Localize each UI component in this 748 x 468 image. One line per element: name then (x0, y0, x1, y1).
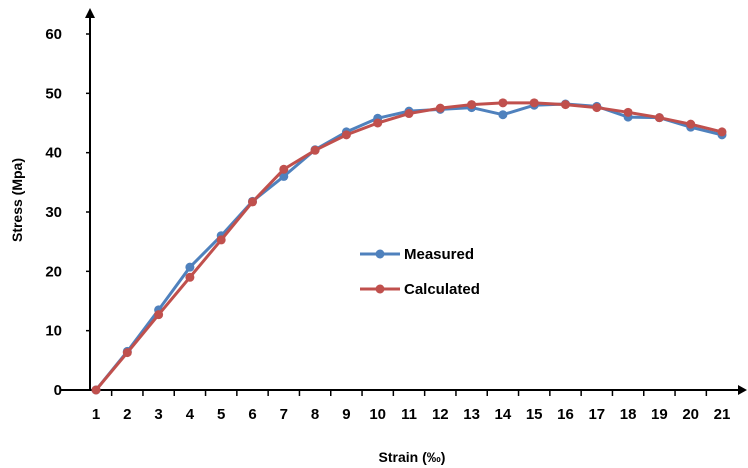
legend-marker-calculated (375, 284, 385, 294)
y-tick-label: 20 (45, 263, 62, 280)
data-point-calculated (435, 103, 445, 113)
data-point-calculated (341, 130, 351, 140)
data-point-calculated (216, 235, 226, 245)
data-point-calculated (717, 127, 727, 137)
x-axis-arrow (738, 385, 747, 395)
data-point-calculated (310, 145, 320, 155)
series-layer (91, 98, 727, 395)
data-point-calculated (373, 118, 383, 128)
data-point-calculated (654, 113, 664, 123)
data-point-calculated (404, 109, 414, 119)
y-tick-label: 50 (45, 85, 62, 102)
y-tick-label: 10 (45, 323, 62, 340)
y-tick-label: 0 (54, 382, 62, 399)
x-tick-label: 5 (217, 406, 225, 423)
x-tick-label: 12 (432, 406, 449, 423)
x-tick-label: 19 (651, 406, 668, 423)
x-tick-label: 2 (123, 406, 131, 423)
x-tick-label: 17 (588, 406, 605, 423)
x-tick-label: 9 (342, 406, 350, 423)
legend-label-measured: Measured (404, 246, 474, 263)
data-point-calculated (686, 119, 696, 129)
data-point-calculated (91, 385, 101, 395)
data-point-calculated (248, 197, 257, 207)
x-tick-label: 18 (620, 406, 637, 423)
x-tick-label: 21 (714, 406, 731, 423)
y-ticks: 0 10 20 30 40 50 60 (45, 26, 90, 399)
data-point-calculated (623, 107, 633, 117)
y-axis-title: Stress (Mpa) (9, 158, 25, 242)
x-tick-label: 13 (463, 406, 480, 423)
y-tick-label: 40 (45, 145, 62, 162)
data-point-calculated (279, 164, 289, 174)
x-tick-label: 6 (248, 406, 256, 423)
x-ticks: 1 2 3 4 5 6 7 8 9 10 11 12 13 14 15 16 17 18 19 20 21 (92, 390, 731, 423)
x-tick-label: 4 (186, 406, 195, 423)
axes (60, 8, 747, 395)
legend: Measured Calculated (360, 246, 480, 298)
y-tick-label: 60 (45, 26, 62, 43)
x-tick-label: 14 (495, 406, 512, 423)
x-tick-label: 10 (369, 406, 386, 423)
data-point-calculated (122, 348, 132, 358)
y-tick-label: 30 (45, 204, 62, 221)
x-axis-title: Strain (‰) (379, 449, 446, 465)
data-point-calculated (154, 310, 164, 320)
data-point-calculated (467, 100, 477, 110)
y-axis-arrow (85, 8, 95, 18)
data-point-calculated (498, 98, 508, 108)
data-point-calculated (185, 272, 195, 282)
x-tick-label: 16 (557, 406, 574, 423)
x-tick-label: 7 (280, 406, 288, 423)
data-point-measured (279, 171, 289, 181)
x-tick-label: 20 (682, 406, 699, 423)
legend-label-calculated: Calculated (404, 281, 480, 298)
x-tick-label: 1 (92, 406, 100, 423)
data-point-measured (185, 262, 195, 272)
x-tick-label: 8 (311, 406, 319, 423)
data-point-calculated (592, 103, 602, 113)
data-point-calculated (561, 100, 570, 110)
legend-marker-measured (375, 249, 385, 259)
data-point-calculated (529, 98, 539, 108)
x-tick-label: 11 (401, 406, 417, 423)
x-tick-label: 3 (154, 406, 162, 423)
x-tick-label: 15 (526, 406, 543, 423)
data-point-measured (498, 110, 508, 120)
